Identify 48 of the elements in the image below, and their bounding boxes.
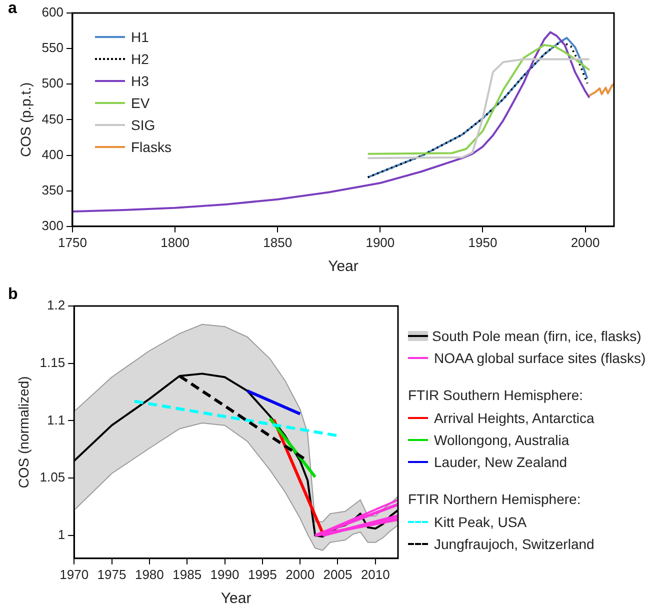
y-axis-title: COS (p.p.t.) (17, 82, 34, 158)
y-tick-label: 500 (42, 76, 64, 91)
y-tick-label: 1.15 (40, 354, 66, 370)
legend-label: Jungfraujoch, Switzerland (434, 536, 594, 552)
text: FTIR Northern Hemisphere: (408, 490, 582, 509)
chart-title: b (8, 286, 18, 304)
x-tick-label: 2010 (360, 566, 390, 582)
chart-title: a (8, 0, 17, 18)
x-tick-label: 1985 (172, 566, 202, 582)
x-axis-title: Year (220, 590, 252, 608)
x-tick-label: 1995 (248, 566, 277, 582)
y-tick-label: 1.05 (40, 470, 66, 485)
x-tick-label: 1800 (160, 234, 190, 250)
legend-label: Arrival Heights, Antarctica (434, 410, 594, 426)
legend-label: H1 (131, 29, 149, 45)
x-tick-label: 1980 (134, 566, 164, 582)
y-tick-label: 1 (58, 527, 66, 542)
x-tick-label: 1750 (58, 234, 87, 250)
legend-label: Wollongong, Australia (434, 432, 570, 448)
legend-label: SIG (131, 117, 156, 133)
x-tick-label: 1975 (97, 566, 126, 582)
legend-label: NOAA global surface sites (flasks) (434, 350, 646, 366)
legend-label: South Pole mean (firn, ice, flasks) (432, 328, 642, 344)
legend-label: H3 (131, 73, 149, 89)
x-tick-label: 1900 (366, 234, 395, 250)
x-tick-label: 2005 (323, 566, 352, 582)
x-tick-label: 1990 (210, 566, 240, 582)
legend-label: H2 (131, 51, 149, 67)
y-tick-label: 450 (42, 111, 64, 126)
x-tick-label: 2000 (286, 566, 315, 582)
y-tick-label: 1.2 (47, 298, 66, 313)
y-axis-title: COS (normalized) (15, 376, 32, 488)
legend-label: Lauder, New Zealand (434, 454, 568, 470)
x-tick-label: 2000 (570, 234, 600, 250)
legend-label: Flasks (131, 139, 172, 155)
x-axis-title: Year (328, 258, 358, 276)
y-tick-label: 1.1 (47, 412, 66, 428)
y-tick-label: 350 (42, 182, 64, 198)
y-tick-label: 550 (42, 40, 64, 56)
y-tick-label: 400 (42, 146, 64, 162)
y-tick-label: 300 (42, 218, 64, 233)
legend-label: EV (131, 95, 150, 111)
y-tick-label: 600 (42, 4, 64, 20)
x-tick-label: 1950 (468, 234, 498, 250)
x-tick-label: 1970 (60, 566, 89, 582)
legend-label: Kitt Peak, USA (434, 514, 527, 530)
x-tick-label: 1850 (263, 234, 292, 250)
text: FTIR Southern Hemisphere: (408, 386, 584, 405)
